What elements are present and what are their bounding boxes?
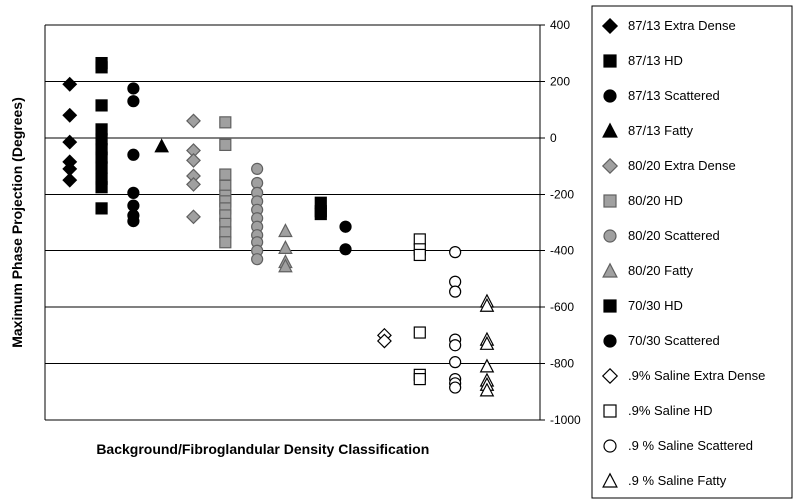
x-axis-label: Background/Fibroglandular Density Classi… — [96, 441, 429, 457]
legend-label: 70/30 HD — [628, 298, 683, 313]
legend-box — [592, 6, 792, 498]
legend-label: .9% Saline Extra Dense — [628, 368, 765, 383]
ytick-label: -200 — [550, 187, 574, 201]
legend-label: 87/13 Scattered — [628, 88, 720, 103]
legend-label: 80/20 Scattered — [628, 228, 720, 243]
ytick-label: 0 — [550, 131, 557, 145]
y-axis-label: Maximum Phase Projection (Degrees) — [9, 97, 25, 348]
legend-label: 87/13 Extra Dense — [628, 18, 736, 33]
legend-label: 70/30 Scattered — [628, 333, 720, 348]
scatter-chart: -1000 -800 -600 -400 -200 0 200 400 Maximum Phas… — [0, 0, 800, 504]
ytick-label: 400 — [550, 18, 570, 32]
legend-label: 87/13 HD — [628, 53, 683, 68]
legend-label: .9% Saline HD — [628, 403, 713, 418]
ytick-label: -400 — [550, 244, 574, 258]
ytick-label: -1000 — [550, 413, 581, 427]
ytick-label: 200 — [550, 74, 570, 88]
ytick-label: -600 — [550, 300, 574, 314]
legend-label: 80/20 HD — [628, 193, 683, 208]
legend-label: .9 % Saline Scattered — [628, 438, 753, 453]
ytick-label: -800 — [550, 357, 574, 371]
legend-label: .9 % Saline Fatty — [628, 473, 727, 488]
legend-label: 80/20 Extra Dense — [628, 158, 736, 173]
legend-label: 87/13 Fatty — [628, 123, 694, 138]
legend-label: 80/20 Fatty — [628, 263, 694, 278]
